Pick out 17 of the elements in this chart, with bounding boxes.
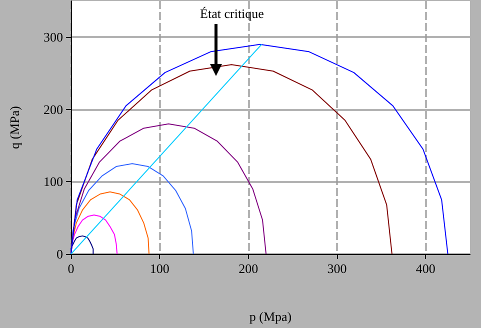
x-tick-label: 200 [238, 261, 258, 276]
line-series [70, 163, 194, 254]
y-tick-label: 0 [56, 246, 63, 262]
x-tick-label: 300 [327, 261, 347, 276]
x-axis-title: p (Mpa) [249, 309, 292, 324]
annotation: État critique [200, 6, 264, 22]
x-tick-label: 100 [150, 261, 170, 276]
line-series [70, 235, 94, 254]
line-series [70, 44, 448, 254]
y-axis-title: q (MPa) [7, 106, 22, 149]
y-tick-label: 200 [44, 102, 63, 117]
y-tick-label: 300 [44, 30, 63, 45]
line-series [70, 123, 267, 254]
x-tick-label: 400 [416, 261, 436, 276]
y-tick-label: 100 [44, 174, 63, 190]
line-series [70, 64, 392, 254]
x-tick-label: 0 [68, 261, 74, 276]
